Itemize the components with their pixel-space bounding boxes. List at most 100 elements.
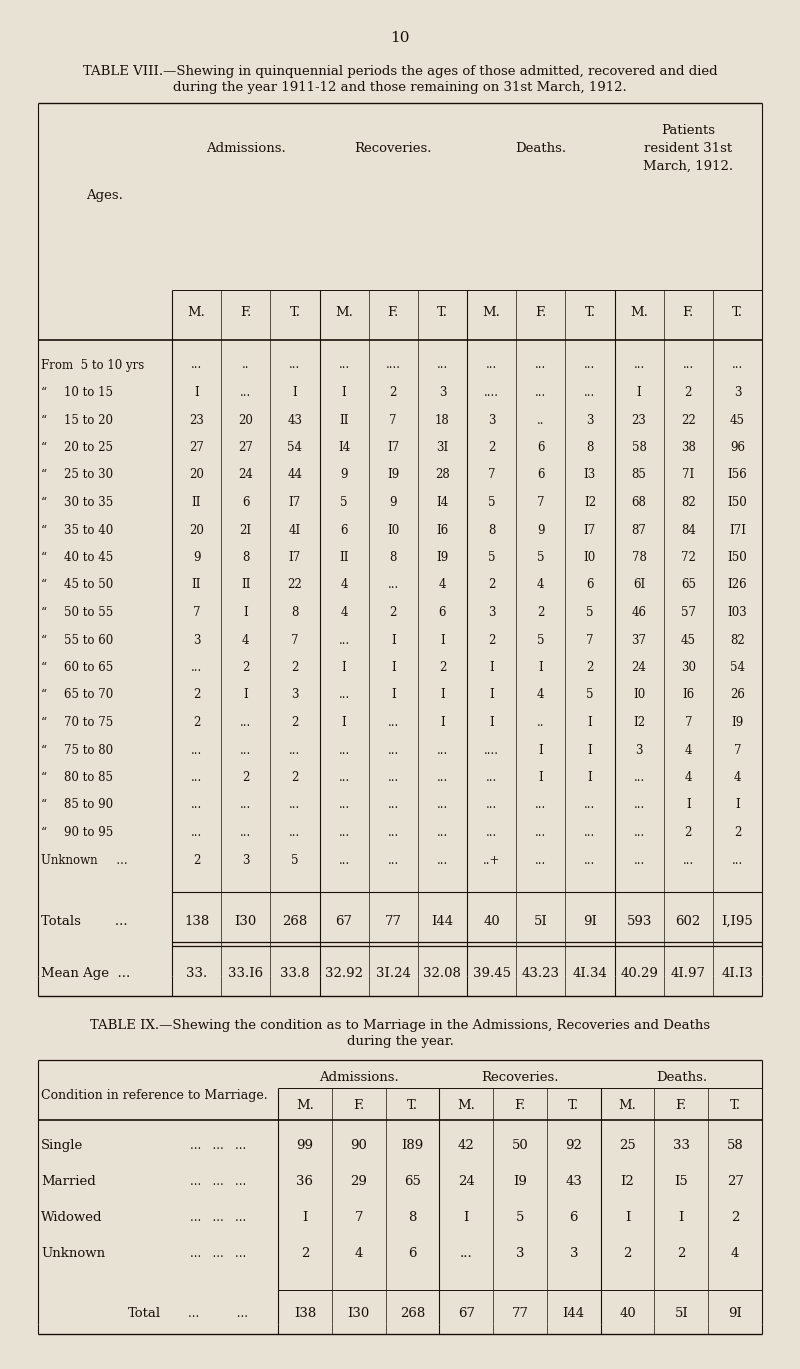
- Text: 75 to 80: 75 to 80: [64, 743, 113, 757]
- Text: ...: ...: [388, 743, 399, 757]
- Text: 40: 40: [483, 914, 500, 928]
- Text: 43: 43: [566, 1175, 582, 1188]
- Text: M.: M.: [630, 305, 648, 319]
- Text: 77: 77: [511, 1307, 529, 1320]
- Text: 27: 27: [726, 1175, 743, 1188]
- Text: 54: 54: [730, 661, 745, 674]
- Text: Admissions.: Admissions.: [318, 1071, 398, 1084]
- Text: March, 1912.: March, 1912.: [643, 160, 734, 172]
- Text: 27: 27: [189, 441, 204, 455]
- Text: I5: I5: [674, 1175, 688, 1188]
- Text: 7: 7: [685, 716, 692, 730]
- Text: “: “: [41, 413, 47, 427]
- Text: ...: ...: [584, 826, 595, 839]
- Text: ...: ...: [338, 771, 350, 784]
- Text: ...   ...   ...: ... ... ...: [190, 1247, 246, 1259]
- Text: 4I: 4I: [289, 523, 301, 537]
- Text: 22: 22: [287, 579, 302, 591]
- Text: 5I: 5I: [534, 914, 548, 928]
- Text: 6: 6: [570, 1212, 578, 1224]
- Text: 10 to 15: 10 to 15: [64, 386, 113, 398]
- Text: 5: 5: [291, 853, 298, 867]
- Text: 7: 7: [734, 743, 741, 757]
- Text: 3: 3: [193, 634, 200, 646]
- Text: ...: ...: [191, 661, 202, 674]
- Text: 58: 58: [726, 1139, 743, 1151]
- Text: I7: I7: [289, 550, 301, 564]
- Text: I: I: [637, 386, 642, 398]
- Text: 67: 67: [458, 1307, 474, 1320]
- Text: Single: Single: [41, 1139, 83, 1151]
- Text: 10: 10: [390, 31, 410, 45]
- Text: I: I: [302, 1212, 307, 1224]
- Text: Widowed: Widowed: [41, 1212, 102, 1224]
- Text: “: “: [41, 550, 47, 564]
- Text: 45: 45: [681, 634, 696, 646]
- Text: “: “: [41, 826, 47, 839]
- Text: 2: 2: [193, 689, 200, 701]
- Text: I: I: [243, 689, 248, 701]
- Text: 2: 2: [291, 661, 298, 674]
- Text: 57: 57: [681, 606, 696, 619]
- Text: M.: M.: [458, 1099, 475, 1112]
- Text: 3: 3: [488, 606, 495, 619]
- Text: 37: 37: [631, 634, 646, 646]
- Text: I26: I26: [728, 579, 747, 591]
- Text: 24: 24: [238, 468, 253, 482]
- Text: F.: F.: [682, 305, 694, 319]
- Text: 4: 4: [340, 579, 348, 591]
- Text: F.: F.: [676, 1099, 687, 1112]
- Text: 5: 5: [586, 689, 594, 701]
- Text: Totals        ...: Totals ...: [41, 914, 128, 928]
- Text: I7: I7: [289, 496, 301, 509]
- Text: 30 to 35: 30 to 35: [64, 496, 114, 509]
- Text: 40 to 45: 40 to 45: [64, 550, 114, 564]
- Text: 30: 30: [681, 661, 696, 674]
- Text: ...: ...: [338, 743, 350, 757]
- Text: ...          ...: ... ...: [188, 1307, 248, 1320]
- Text: 2: 2: [438, 661, 446, 674]
- Text: 138: 138: [184, 914, 210, 928]
- Text: 20: 20: [189, 468, 204, 482]
- Text: 4: 4: [685, 743, 692, 757]
- Text: 2: 2: [586, 661, 594, 674]
- Text: 3I.24: 3I.24: [376, 967, 410, 980]
- Text: I2: I2: [584, 496, 596, 509]
- Text: I: I: [490, 689, 494, 701]
- Text: 23: 23: [189, 413, 204, 427]
- Text: I4: I4: [436, 496, 449, 509]
- Text: ..+: ..+: [483, 853, 500, 867]
- Text: ...: ...: [240, 826, 251, 839]
- Text: “: “: [41, 468, 47, 482]
- Text: ...   ...   ...: ... ... ...: [190, 1212, 246, 1224]
- Text: ...: ...: [191, 743, 202, 757]
- Text: ...: ...: [338, 826, 350, 839]
- Text: 23: 23: [632, 413, 646, 427]
- Text: ...: ...: [437, 798, 448, 812]
- Text: during the year 1911-12 and those remaining on 31st March, 1912.: during the year 1911-12 and those remain…: [173, 82, 627, 94]
- Text: ...: ...: [535, 853, 546, 867]
- Text: 96: 96: [730, 441, 745, 455]
- Text: ...: ...: [486, 771, 498, 784]
- Text: 65: 65: [404, 1175, 421, 1188]
- Text: 77: 77: [385, 914, 402, 928]
- Text: I: I: [293, 386, 298, 398]
- Text: F.: F.: [353, 1099, 364, 1112]
- Text: 2: 2: [734, 826, 741, 839]
- Text: 90 to 95: 90 to 95: [64, 826, 114, 839]
- Text: T.: T.: [585, 305, 595, 319]
- Text: 20 to 25: 20 to 25: [64, 441, 113, 455]
- Text: 7: 7: [488, 468, 495, 482]
- Text: I50: I50: [727, 550, 747, 564]
- Text: 32.92: 32.92: [325, 967, 363, 980]
- Text: Condition in reference to Marriage.: Condition in reference to Marriage.: [41, 1088, 268, 1102]
- Text: “: “: [41, 771, 47, 784]
- Text: 2: 2: [390, 606, 397, 619]
- Text: Unknown     ...: Unknown ...: [41, 853, 128, 867]
- Text: 36: 36: [296, 1175, 314, 1188]
- Text: 4I.34: 4I.34: [573, 967, 607, 980]
- Text: T.: T.: [730, 1099, 741, 1112]
- Text: 2: 2: [623, 1247, 632, 1259]
- Text: 9I: 9I: [583, 914, 597, 928]
- Text: I: I: [587, 771, 592, 784]
